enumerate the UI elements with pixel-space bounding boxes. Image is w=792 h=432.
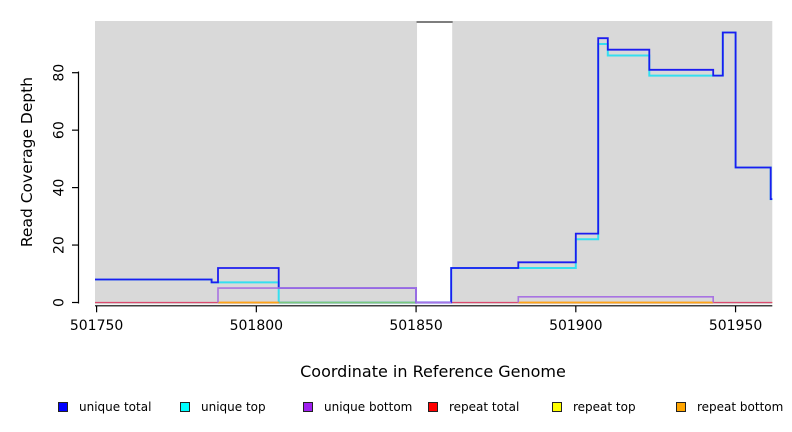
y-tick-label: 60 <box>52 121 68 139</box>
x-axis: 501750 501800 501850 501900 501950 <box>70 305 773 334</box>
x-axis-title: Coordinate in Reference Genome <box>300 362 566 381</box>
y-axis-title: Read Coverage Depth <box>18 76 36 248</box>
series-line <box>217 287 452 304</box>
masked-region <box>417 21 453 305</box>
y-tick-label: 20 <box>52 236 68 254</box>
series-line <box>517 296 714 303</box>
x-tick-label: 501800 <box>230 318 283 334</box>
y-axis: 0 20 40 60 80 <box>52 64 80 307</box>
x-tick-label: 501950 <box>709 318 762 334</box>
y-tick-label: 40 <box>52 179 68 197</box>
series-unique-bottom <box>217 287 714 304</box>
x-tick-label: 501850 <box>389 318 442 334</box>
series-unique-total <box>95 31 773 304</box>
y-tick-label: 80 <box>52 64 68 82</box>
y-tick-label: 0 <box>52 298 68 307</box>
series-line <box>95 31 773 304</box>
x-tick-label: 501900 <box>549 318 602 334</box>
x-tick-label: 501750 <box>70 318 123 334</box>
